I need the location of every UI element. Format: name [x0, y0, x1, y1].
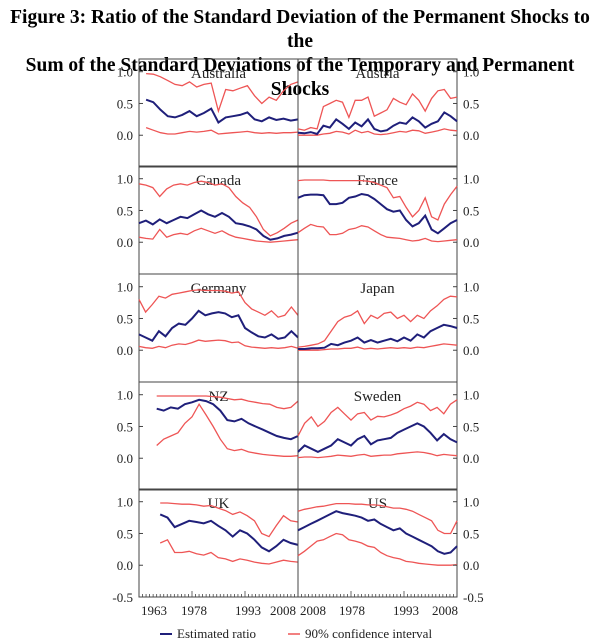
y-tick-label: 0.5	[117, 96, 133, 111]
y-tick-label: 0.5	[463, 203, 479, 218]
lower-band-austria	[298, 128, 458, 136]
legend-estimate-label: Estimated ratio	[177, 626, 256, 641]
x-tick-label: 1993	[393, 603, 419, 618]
lower-band-australia	[145, 126, 299, 135]
lower-band-canada	[138, 227, 299, 243]
y-tick-label: 0.0	[463, 343, 479, 358]
estimate-line-germany	[138, 309, 299, 342]
panel-label-japan: Japan	[360, 281, 395, 297]
panel-frame-austria	[297, 58, 458, 168]
x-tick-label: 2008	[270, 603, 296, 618]
lower-band-nz	[156, 402, 299, 457]
y-tick-label: 1.0	[463, 388, 479, 403]
y-tick-label: 0.0	[463, 451, 479, 466]
upper-band-canada	[138, 180, 299, 237]
upper-band-us	[297, 502, 458, 535]
y-tick-label: 1.0	[463, 495, 479, 510]
y-tick-label: 1.0	[463, 65, 479, 80]
upper-band-nz	[156, 395, 299, 410]
panel-label-germany: Germany	[191, 281, 247, 297]
panel-label-austria: Austria	[355, 66, 400, 82]
x-tick-label: 1993	[235, 603, 261, 618]
y-tick-label: -0.5	[112, 590, 133, 605]
lower-band-us	[297, 532, 458, 566]
y-tick-label: 0.5	[463, 311, 479, 326]
upper-band-germany	[138, 289, 299, 318]
y-tick-label: -0.5	[463, 590, 484, 605]
lower-band-france	[297, 223, 458, 243]
y-tick-label: 0.0	[117, 451, 133, 466]
y-tick-label: 1.0	[117, 388, 133, 403]
y-tick-label: 1.0	[117, 495, 133, 510]
x-tick-label: 1978	[339, 603, 365, 618]
estimate-line-canada	[138, 209, 299, 241]
estimate-line-france	[297, 192, 458, 235]
y-tick-label: 1.0	[463, 280, 479, 295]
estimate-line-uk	[159, 513, 299, 553]
x-tick-label: 1978	[181, 603, 207, 618]
y-tick-label: 0.5	[117, 419, 133, 434]
panel-frame-us	[297, 488, 458, 598]
y-tick-label: 1.0	[117, 172, 133, 187]
y-tick-label: 1.0	[117, 65, 133, 80]
y-tick-label: 0.0	[117, 343, 133, 358]
y-tick-label: 1.0	[117, 280, 133, 295]
figure-title-line1: Figure 3: Ratio of the Standard Deviatio…	[10, 7, 590, 52]
y-tick-label: 0.5	[463, 419, 479, 434]
estimate-line-australia	[145, 98, 299, 124]
y-tick-label: 0.0	[117, 558, 133, 573]
y-tick-label: 0.5	[463, 96, 479, 111]
panel-label-france: France	[357, 173, 398, 189]
y-tick-label: 0.0	[117, 235, 133, 250]
x-tick-label: 1963	[141, 603, 167, 618]
figure-title: Figure 3: Ratio of the Standard Deviatio…	[0, 6, 600, 102]
upper-band-australia	[146, 72, 299, 114]
y-tick-label: 0.5	[117, 203, 133, 218]
lower-band-germany	[138, 339, 299, 349]
y-tick-label: 0.5	[117, 311, 133, 326]
y-tick-label: 0.5	[463, 526, 479, 541]
panel-label-sweden: Sweden	[354, 389, 402, 405]
estimate-line-austria	[297, 111, 458, 136]
upper-band-france	[297, 179, 458, 221]
lower-band-uk	[159, 538, 299, 565]
estimate-line-us	[297, 510, 458, 555]
legend-confidence-label: 90% confidence interval	[305, 626, 432, 641]
panel-label-uk: UK	[208, 496, 230, 512]
lower-band-japan	[298, 343, 458, 351]
upper-band-japan	[297, 295, 458, 348]
x-tick-label: 2008	[300, 603, 326, 618]
lower-band-sweden	[297, 451, 458, 459]
panel-label-us: US	[368, 496, 387, 512]
figure-title-line2: Sum of the Standard Deviations of the Te…	[25, 55, 575, 100]
x-tick-label: 2008	[432, 603, 458, 618]
y-tick-label: 0.0	[463, 128, 479, 143]
upper-band-uk	[160, 502, 299, 538]
y-tick-label: 0.0	[463, 558, 479, 573]
y-tick-label: 0.0	[463, 235, 479, 250]
estimate-line-nz	[156, 398, 299, 441]
y-tick-label: 1.0	[463, 172, 479, 187]
estimate-line-sweden	[297, 422, 458, 454]
estimate-line-japan	[298, 323, 458, 350]
panel-label-australia: Australia	[191, 66, 246, 82]
upper-band-sweden	[297, 399, 458, 437]
y-tick-label: 0.0	[117, 128, 133, 143]
y-tick-label: 0.5	[117, 526, 133, 541]
panel-label-canada: Canada	[196, 173, 241, 189]
upper-band-austria	[297, 88, 458, 131]
